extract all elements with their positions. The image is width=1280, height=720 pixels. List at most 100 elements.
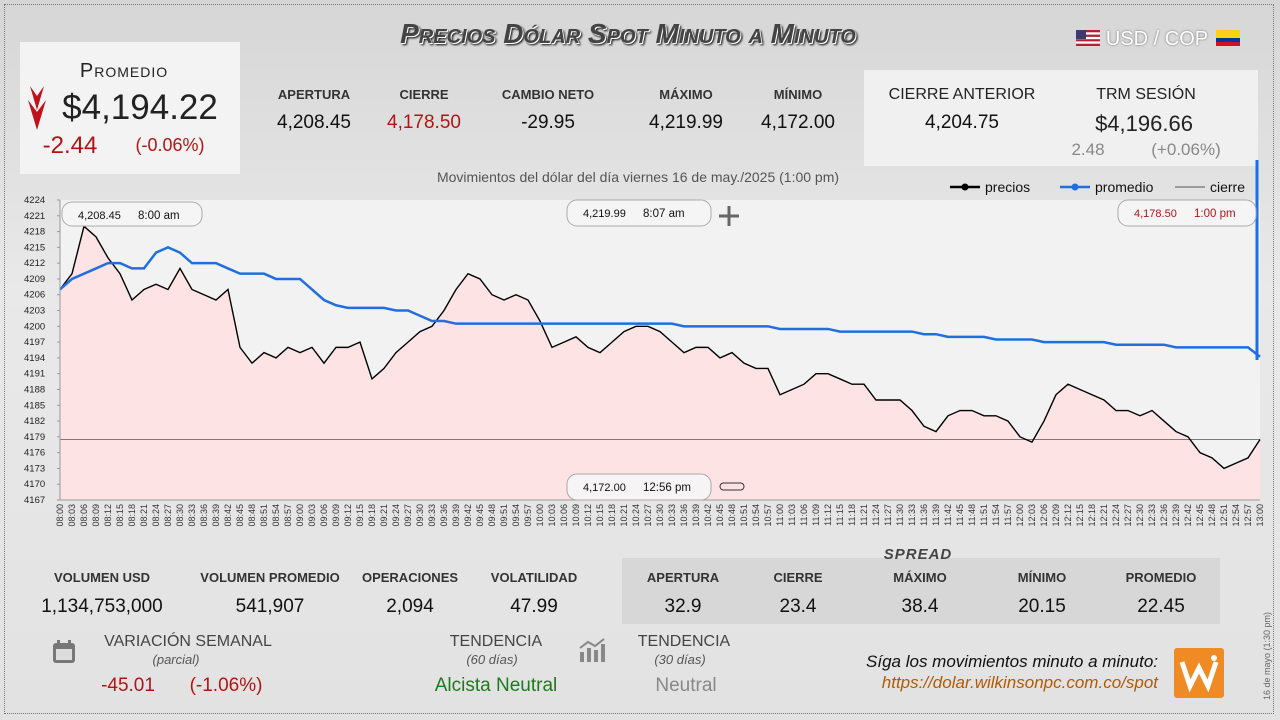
callout-value: 4,172.00 [583,482,626,494]
stat-label: VOLUMEN PROMEDIO [200,570,340,585]
x-tick-label: 08:06 [79,504,89,527]
stat-value: 47.99 [510,596,558,617]
x-tick-label: 09:24 [391,504,401,527]
x-tick-label: 12:06 [1039,504,1049,527]
y-tick-label: 4209 [24,274,45,285]
legend-label: cierre [1210,179,1245,195]
x-tick-label: 08:42 [223,504,233,527]
x-tick-label: 09:48 [487,504,497,527]
stat-value: 23.4 [779,596,817,617]
x-tick-label: 10:57 [763,504,773,527]
callout-time: 1:00 pm [1194,208,1236,220]
y-tick-label: 4221 [24,211,45,222]
x-tick-label: 11:00 [775,504,785,526]
x-tick-label: 11:06 [799,504,809,526]
trend30-value: Neutral [655,675,717,696]
x-tick-label: 11:24 [871,504,881,526]
x-tick-label: 11:03 [787,504,797,526]
x-tick-label: 10:00 [535,504,545,527]
x-tick-label: 11:12 [823,504,833,526]
stat-value: 32.9 [664,596,702,617]
trm-change: 2.48 [1071,140,1105,159]
stat-value: 38.4 [901,596,939,617]
trend30-label: TENDENCIA [637,633,731,650]
x-tick-label: 11:30 [895,504,905,526]
y-tick-label: 4185 [24,400,45,411]
x-tick-label: 11:15 [835,504,845,526]
x-tick-label: 10:48 [727,504,737,527]
x-tick-label: 10:27 [643,504,653,527]
x-tick-label: 09:36 [439,504,449,527]
x-tick-label: 10:54 [751,504,761,527]
x-tick-label: 12:48 [1207,504,1217,527]
callout-time: 8:07 am [643,208,685,220]
x-tick-label: 08:54 [271,504,281,527]
chart-subtitle: Movimientos del dólar del día viernes 16… [437,169,839,185]
stat-value: 2,094 [386,596,434,617]
x-tick-label: 09:12 [343,504,353,527]
title: Precios Dólar Spot Minuto a Minuto [400,18,856,49]
x-tick-label: 12:54 [1231,504,1241,527]
trm-label: TRM SESIÓN [1096,86,1196,103]
us-flag [1076,30,1100,46]
stat-value: 20.15 [1018,596,1066,617]
stat-value: 4,208.45 [277,112,351,133]
x-tick-label: 12:00 [1015,504,1025,527]
trend60-value: Alcista Neutral [434,675,558,696]
x-tick-label: 09:00 [295,504,305,527]
x-tick-label: 11:09 [811,504,821,526]
trend60-label: TENDENCIA [449,633,543,650]
trend60-note: (60 días) [466,652,518,667]
stat-label: APERTURA [646,570,720,585]
y-tick-label: 4215 [24,242,45,253]
footer-url[interactable]: https://dolar.wilkinsonpc.com.co/spot [881,673,1158,692]
co-flag [1216,30,1240,46]
y-tick-label: 4197 [24,337,45,348]
x-tick-label: 08:27 [163,504,173,527]
stat-label: MÁXIMO [893,570,947,585]
stat-label: OPERACIONES [361,570,459,585]
x-tick-label: 12:15 [1075,504,1085,527]
x-tick-label: 13:00 [1255,504,1265,527]
x-tick-label: 08:51 [259,504,269,527]
currency-pair: USD / COP [1105,28,1209,50]
x-tick-label: 11:51 [979,504,989,526]
x-tick-label: 10:33 [667,504,677,527]
callout-box [1117,199,1257,227]
x-tick-label: 12:24 [1111,504,1121,527]
x-tick-label: 09:45 [475,504,485,527]
x-tick-label: 09:27 [403,504,413,527]
y-tick-label: 4194 [24,353,45,364]
x-tick-label: 10:42 [703,504,713,527]
logo [1174,648,1224,698]
callout-box [566,473,712,501]
average-change-pct: (-0.06%) [135,135,205,155]
timestamp: 16 de mayo (1:30 pm) [1262,611,1272,700]
legend-dot [961,183,969,191]
footer-text: Síga los movimientos minuto a minuto: [866,652,1158,671]
average-change: -2.44 [42,132,98,159]
x-tick-label: 11:21 [859,504,869,526]
stat-label: VOLUMEN USD [53,570,151,585]
x-tick-label: 10:36 [679,504,689,527]
price-area [60,226,1260,500]
weekly-change: -45.01 [101,675,155,696]
stat-value: -29.95 [521,112,575,133]
x-tick-label: 09:33 [427,504,437,527]
stat-label: MÍNIMO [1017,570,1067,585]
x-tick-label: 08:48 [247,504,257,527]
legend-dot [1071,183,1079,191]
x-tick-label: 08:09 [91,504,101,527]
x-tick-label: 10:30 [655,504,665,527]
average-label: Promedio [79,60,169,82]
x-tick-label: 09:30 [415,504,425,527]
y-tick-label: 4224 [24,195,45,206]
x-tick-label: 11:33 [907,504,917,526]
previous-close-value: 4,204.75 [925,112,999,133]
x-tick-label: 11:36 [919,504,929,526]
stat-label: CAMBIO NETO [501,87,595,102]
spread-panel [622,558,1220,624]
y-tick-label: 4167 [24,495,45,506]
x-tick-label: 09:42 [463,504,473,527]
